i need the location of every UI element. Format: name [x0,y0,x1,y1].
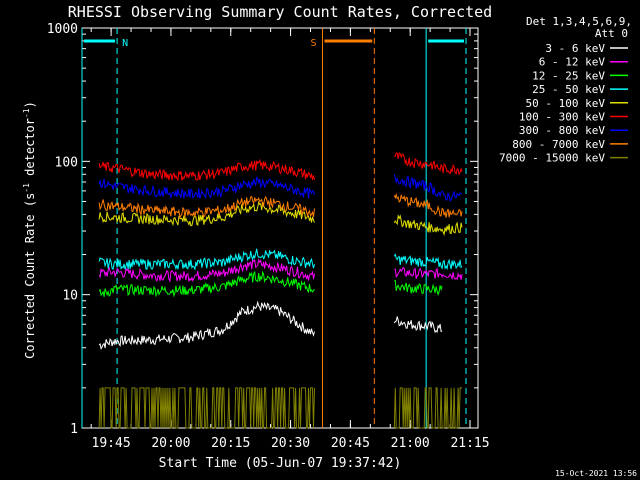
x-tick-label: 20:30 [271,436,310,451]
series-line [393,387,462,429]
y-axis-label-mid: detector [23,118,37,183]
y-axis-label-sup1: -1 [22,183,31,193]
series-line [98,158,315,182]
legend-label: 7000 - 15000 keV [499,152,605,165]
x-tick-label: 21:15 [450,436,489,451]
x-tick-label: 21:00 [391,436,430,451]
legend-label: 800 - 7000 keV [512,138,605,151]
legend-header-2: Att 0 [595,27,628,40]
series-line [98,200,315,227]
series-line [394,266,463,281]
chart-title: RHESSI Observing Summary Count Rates, Co… [68,3,492,21]
x-tick-label: 19:45 [92,436,131,451]
x-tick-label: 20:00 [151,436,190,451]
plot-layer: 1 10 100 1000 19:45 20:00 20:15 20:30 20:45 21:00… [47,22,628,451]
y-axis-label-sup2: -1 [22,108,31,118]
series-line [98,248,315,271]
series-line [98,387,315,429]
x-axis-label: Start Time (05-Jun-07 19:37:42) [159,456,402,471]
legend-label: 300 - 800 keV [519,124,605,137]
series-line [394,152,463,176]
y-axis-label-end: ) [23,101,37,108]
legend-label: 12 - 25 keV [532,69,605,82]
x-tick-label: 20:15 [211,436,250,451]
y-tick-label: 1 [70,422,78,437]
legend-label: 6 - 12 keV [539,56,606,69]
series-line [393,173,463,202]
series-line [98,195,315,219]
series-line [98,270,315,298]
legend-label: 3 - 6 keV [545,42,605,55]
legend-label: 25 - 50 keV [532,83,605,96]
series-line [98,176,315,200]
x-tick-label: 20:45 [331,436,370,451]
legend-label: 100 - 300 keV [519,111,605,124]
series-line [393,213,463,237]
legend-label: 50 - 100 keV [526,97,606,110]
y-axis-label: Corrected Count Rate (s-1 detector-1) [22,101,37,359]
series-line [98,258,315,283]
y-tick-label: 1000 [47,22,78,37]
plot-frame [81,27,479,429]
series-line [393,253,463,271]
y-tick-label: 100 [55,155,78,170]
footer-timestamp: 15-Oct-2021 13:56 [555,469,637,478]
legend-header-1: Det 1,3,4,5,6,9, [526,15,632,28]
series-line [394,279,443,297]
series-line [393,192,463,218]
series-line [98,300,315,350]
flag-label: N [122,38,128,49]
y-tick-label: 10 [62,289,78,304]
series-line [393,316,443,334]
y-axis-label-main: Corrected Count Rate (s [23,193,37,359]
flag-label: S [310,38,316,49]
